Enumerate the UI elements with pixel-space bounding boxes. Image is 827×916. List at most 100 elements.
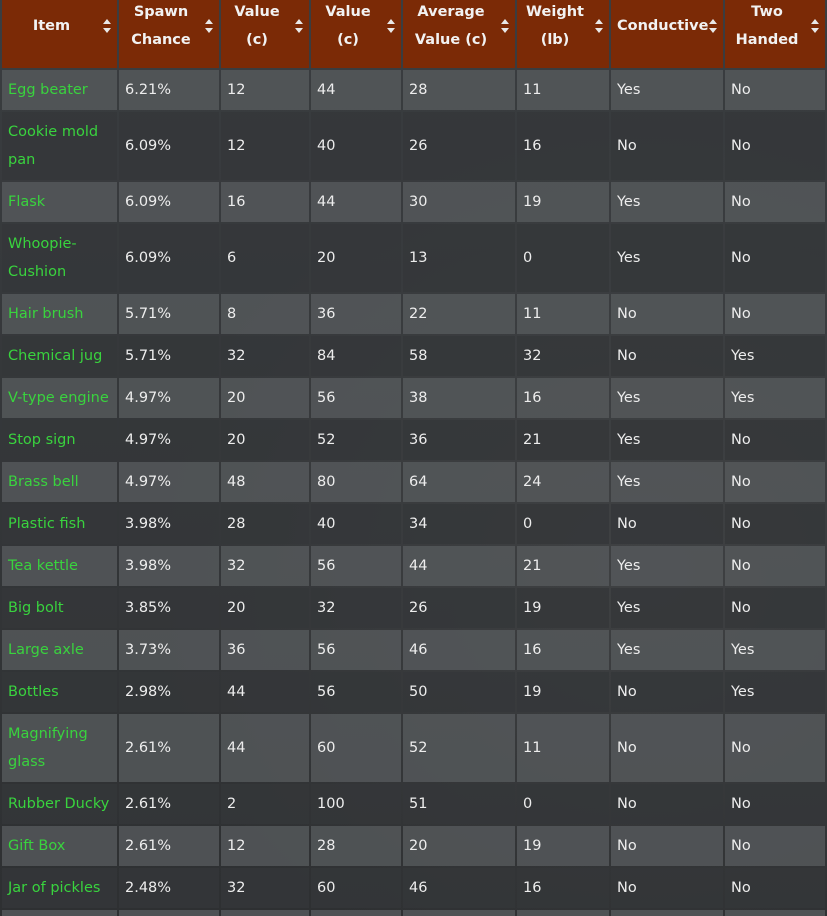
column-header-value-min[interactable]: Value (c) [221,0,309,68]
average-value-cell: 50 [403,672,515,712]
average-value-cell: 44 [403,546,515,586]
item-name-cell[interactable]: V-type engine [2,378,117,418]
table-row: Hair brush 5.71% 8 36 22 11 No No [2,294,825,334]
table-row: Magnifying glass 2.61% 44 60 52 11 No No [2,714,825,782]
item-name-cell[interactable]: Flask [2,182,117,222]
two-handed-cell: No [725,546,825,586]
conductive-cell: No [611,294,723,334]
item-name-cell[interactable]: Bottles [2,672,117,712]
weight-cell: 11 [517,70,609,110]
item-name-cell[interactable]: Stop sign [2,420,117,460]
spawn-chance-cell: 2.36% [119,910,219,916]
weight-cell: 16 [517,630,609,670]
column-header-value-max[interactable]: Value (c) [311,0,401,68]
item-name-cell[interactable]: Brass bell [2,462,117,502]
value-min-cell: 8 [221,294,309,334]
value-min-cell: 32 [221,546,309,586]
item-name-cell[interactable]: Chemical jug [2,336,117,376]
spawn-chance-cell: 2.61% [119,714,219,782]
weight-cell: 19 [517,826,609,866]
average-value-cell: 52 [403,714,515,782]
two-handed-cell: No [725,224,825,292]
value-max-cell: 28 [311,826,401,866]
two-handed-cell: No [725,868,825,908]
two-handed-cell: No [725,910,825,916]
value-min-cell: 44 [221,672,309,712]
value-min-cell: 6 [221,224,309,292]
spawn-chance-cell: 2.48% [119,868,219,908]
weight-cell: 21 [517,420,609,460]
item-name-cell[interactable]: Gift Box [2,826,117,866]
value-max-cell: 52 [311,420,401,460]
column-header-two-handed[interactable]: Two Handed [725,0,825,68]
value-min-cell: 20 [221,420,309,460]
item-name-cell[interactable]: Whoopie-Cushion [2,224,117,292]
sort-arrows-icon[interactable] [103,19,111,33]
spawn-chance-cell: 5.71% [119,294,219,334]
column-header-item[interactable]: Item [2,0,117,68]
column-header-label: Average Value (c) [414,4,488,48]
conductive-cell: No [611,672,723,712]
weight-cell: 16 [517,868,609,908]
weight-cell: 0 [517,784,609,824]
two-handed-cell: No [725,504,825,544]
two-handed-cell: No [725,420,825,460]
value-min-cell: 20 [221,588,309,628]
value-min-cell: 16 [221,182,309,222]
two-handed-cell: Yes [725,630,825,670]
value-max-cell: 100 [311,784,401,824]
column-header-spawn-chance[interactable]: Spawn Chance [119,0,219,68]
item-name-cell[interactable]: Cookie mold pan [2,112,117,180]
item-name-cell[interactable]: Remote [2,910,117,916]
sort-arrows-icon[interactable] [709,19,717,33]
conductive-cell: No [611,714,723,782]
table-header: Item Spawn Chance Value (c) Value (c) Averag… [2,0,825,68]
table-body: Egg beater 6.21% 12 44 28 11 Yes No Cookie mold … [2,70,825,916]
item-name-cell[interactable]: Tea kettle [2,546,117,586]
item-name-cell[interactable]: Rubber Ducky [2,784,117,824]
table-row: Bottles 2.98% 44 56 50 19 No Yes [2,672,825,712]
value-max-cell: 44 [311,182,401,222]
two-handed-cell: No [725,784,825,824]
spawn-chance-cell: 2.61% [119,784,219,824]
column-header-label: Item [32,18,71,34]
item-name-cell[interactable]: Jar of pickles [2,868,117,908]
item-name-cell[interactable]: Plastic fish [2,504,117,544]
sort-arrows-icon[interactable] [501,19,509,33]
spawn-chance-cell: 3.85% [119,588,219,628]
conductive-cell: Yes [611,70,723,110]
value-min-cell: 12 [221,70,309,110]
sort-arrows-icon[interactable] [295,19,303,33]
sort-arrows-icon[interactable] [811,19,819,33]
column-header-average-value[interactable]: Average Value (c) [403,0,515,68]
value-min-cell: 20 [221,378,309,418]
sort-arrows-icon[interactable] [387,19,395,33]
average-value-cell: 30 [403,182,515,222]
average-value-cell: 34 [403,504,515,544]
item-name-cell[interactable]: Magnifying glass [2,714,117,782]
sort-arrows-icon[interactable] [205,19,213,33]
conductive-cell: Yes [611,546,723,586]
item-name-cell[interactable]: Hair brush [2,294,117,334]
column-header-weight[interactable]: Weight (lb) [517,0,609,68]
value-min-cell: 12 [221,112,309,180]
table-row: Egg beater 6.21% 12 44 28 11 Yes No [2,70,825,110]
table-row: Gift Box 2.61% 12 28 20 19 No No [2,826,825,866]
value-max-cell: 20 [311,224,401,292]
item-name-cell[interactable]: Large axle [2,630,117,670]
conductive-cell: Yes [611,224,723,292]
spawn-chance-cell: 5.71% [119,336,219,376]
table-row: Stop sign 4.97% 20 52 36 21 Yes No [2,420,825,460]
item-name-cell[interactable]: Egg beater [2,70,117,110]
conductive-cell: Yes [611,420,723,460]
value-max-cell: 40 [311,504,401,544]
column-header-conductive[interactable]: Conductive [611,0,723,68]
column-header-label: Value (c) [325,4,371,48]
value-min-cell: 20 [221,910,309,916]
sort-arrows-icon[interactable] [595,19,603,33]
weight-cell: 19 [517,588,609,628]
item-name-cell[interactable]: Big bolt [2,588,117,628]
spawn-chance-cell: 3.98% [119,546,219,586]
